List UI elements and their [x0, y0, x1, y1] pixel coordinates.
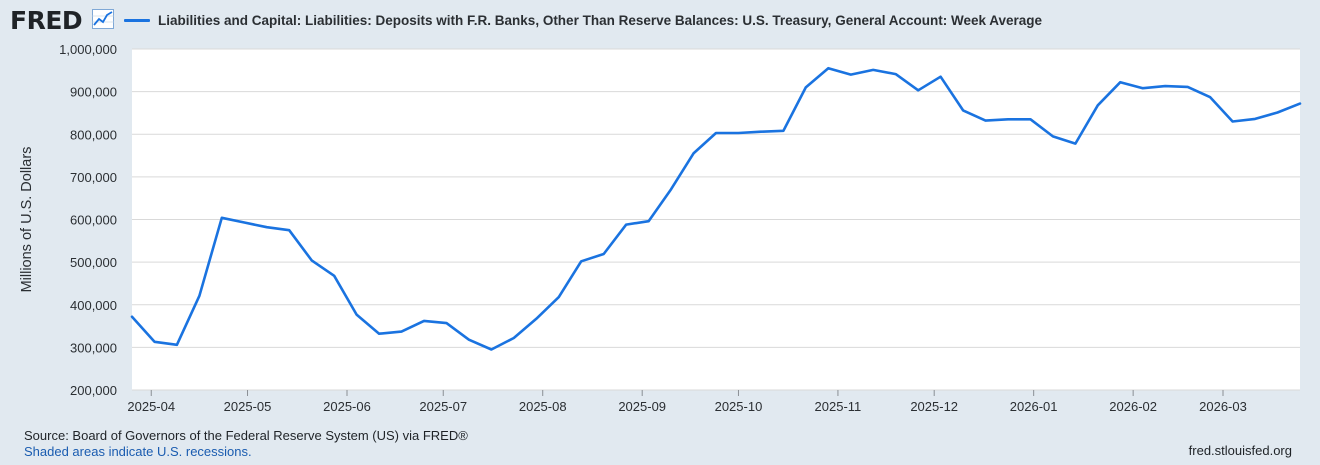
data-point[interactable]: [1252, 116, 1258, 122]
data-point[interactable]: [893, 71, 899, 77]
x-tick-label: 2025-09: [618, 399, 666, 414]
data-point[interactable]: [286, 227, 292, 233]
data-point[interactable]: [444, 320, 450, 326]
data-point[interactable]: [960, 107, 966, 113]
data-point[interactable]: [399, 329, 405, 335]
x-tick-label: 2026-02: [1109, 399, 1157, 414]
data-point[interactable]: [533, 316, 539, 322]
legend-swatch: [124, 18, 150, 22]
data-point[interactable]: [1275, 110, 1281, 116]
chart-line-icon: [92, 9, 114, 29]
data-point[interactable]: [578, 258, 584, 264]
x-tick-label: 2025-04: [127, 399, 175, 414]
data-point[interactable]: [646, 218, 652, 224]
y-tick-label: 700,000: [70, 170, 117, 185]
data-point[interactable]: [1050, 133, 1056, 139]
data-point[interactable]: [1185, 84, 1191, 90]
data-point[interactable]: [668, 186, 674, 192]
data-point[interactable]: [556, 294, 562, 300]
y-tick-label: 500,000: [70, 255, 117, 270]
data-point[interactable]: [601, 251, 607, 257]
series-line[interactable]: [130, 66, 1302, 351]
data-point[interactable]: [354, 312, 360, 318]
data-point[interactable]: [241, 220, 247, 226]
data-point[interactable]: [983, 118, 989, 124]
data-point[interactable]: [488, 347, 494, 353]
data-point[interactable]: [848, 72, 854, 78]
x-tick-label: 2025-07: [419, 399, 467, 414]
fred-logo-text: FRED: [10, 6, 83, 35]
data-point[interactable]: [1117, 79, 1123, 85]
x-tick-label: 2025-08: [519, 399, 567, 414]
data-point[interactable]: [331, 273, 337, 279]
data-point[interactable]: [196, 293, 202, 299]
data-point[interactable]: [152, 339, 158, 345]
y-tick-label: 900,000: [70, 85, 117, 100]
y-tick-label: 400,000: [70, 298, 117, 313]
data-point[interactable]: [264, 224, 270, 230]
x-axis-ticks: 2025-04 2025-05 2025-06 2025-07 2025-08 2025-…: [127, 390, 1247, 414]
data-point[interactable]: [1028, 116, 1034, 122]
data-point[interactable]: [938, 74, 944, 80]
data-point[interactable]: [691, 150, 697, 156]
data-point[interactable]: [780, 128, 786, 134]
data-point[interactable]: [174, 342, 180, 348]
source-note: Source: Board of Governors of the Federa…: [24, 428, 468, 443]
y-tick-label: 800,000: [70, 127, 117, 142]
y-tick-label: 600,000: [70, 213, 117, 228]
data-point[interactable]: [1230, 119, 1236, 125]
data-point[interactable]: [219, 215, 225, 221]
data-point[interactable]: [376, 331, 382, 337]
data-point[interactable]: [825, 65, 831, 71]
data-point[interactable]: [1207, 94, 1213, 100]
data-point[interactable]: [915, 87, 921, 93]
data-point[interactable]: [466, 337, 472, 343]
data-point[interactable]: [511, 335, 517, 341]
y-tick-label: 300,000: [70, 340, 117, 355]
data-point[interactable]: [1005, 116, 1011, 122]
y-tick-label: 200,000: [70, 383, 117, 398]
data-point[interactable]: [1072, 141, 1078, 147]
chart-footer: Source: Board of Governors of the Federa…: [24, 428, 468, 460]
data-point[interactable]: [309, 257, 315, 263]
x-tick-label: 2025-10: [715, 399, 763, 414]
data-point[interactable]: [1162, 83, 1168, 89]
x-tick-label: 2025-12: [910, 399, 958, 414]
chart-legend: Liabilities and Capital: Liabilities: De…: [124, 6, 1042, 34]
y-axis-label: Millions of U.S. Dollars: [19, 147, 35, 293]
data-point[interactable]: [870, 67, 876, 73]
y-tick-label: 1,000,000: [59, 42, 117, 57]
chart-header: FRED Liabilities and Capital: Liabilitie…: [10, 6, 1310, 35]
data-point[interactable]: [1095, 102, 1101, 108]
data-point[interactable]: [1297, 101, 1303, 107]
data-point[interactable]: [129, 314, 135, 320]
x-tick-label: 2025-11: [815, 399, 862, 414]
y-axis-ticks: 200,000 300,000 400,000 500,000 600,000 700,0…: [59, 42, 117, 398]
data-point[interactable]: [421, 318, 427, 324]
x-tick-label: 2026-01: [1010, 399, 1058, 414]
data-point[interactable]: [713, 130, 719, 136]
recession-note-link[interactable]: Shaded areas indicate U.S. recessions.: [24, 444, 252, 459]
x-tick-label: 2025-06: [323, 399, 371, 414]
data-point[interactable]: [1140, 85, 1146, 91]
data-point[interactable]: [623, 222, 629, 228]
gridlines: [132, 48, 1300, 391]
x-tick-label: 2026-03: [1199, 399, 1247, 414]
data-point[interactable]: [758, 129, 764, 135]
legend-label: Liabilities and Capital: Liabilities: De…: [158, 12, 1043, 28]
data-point[interactable]: [803, 84, 809, 90]
data-point[interactable]: [736, 130, 742, 136]
site-link[interactable]: fred.stlouisfed.org: [1188, 443, 1292, 458]
line-chart: 200,000 300,000 400,000 500,000 600,000 700,0…: [19, 42, 1303, 414]
x-tick-label: 2025-05: [224, 399, 272, 414]
